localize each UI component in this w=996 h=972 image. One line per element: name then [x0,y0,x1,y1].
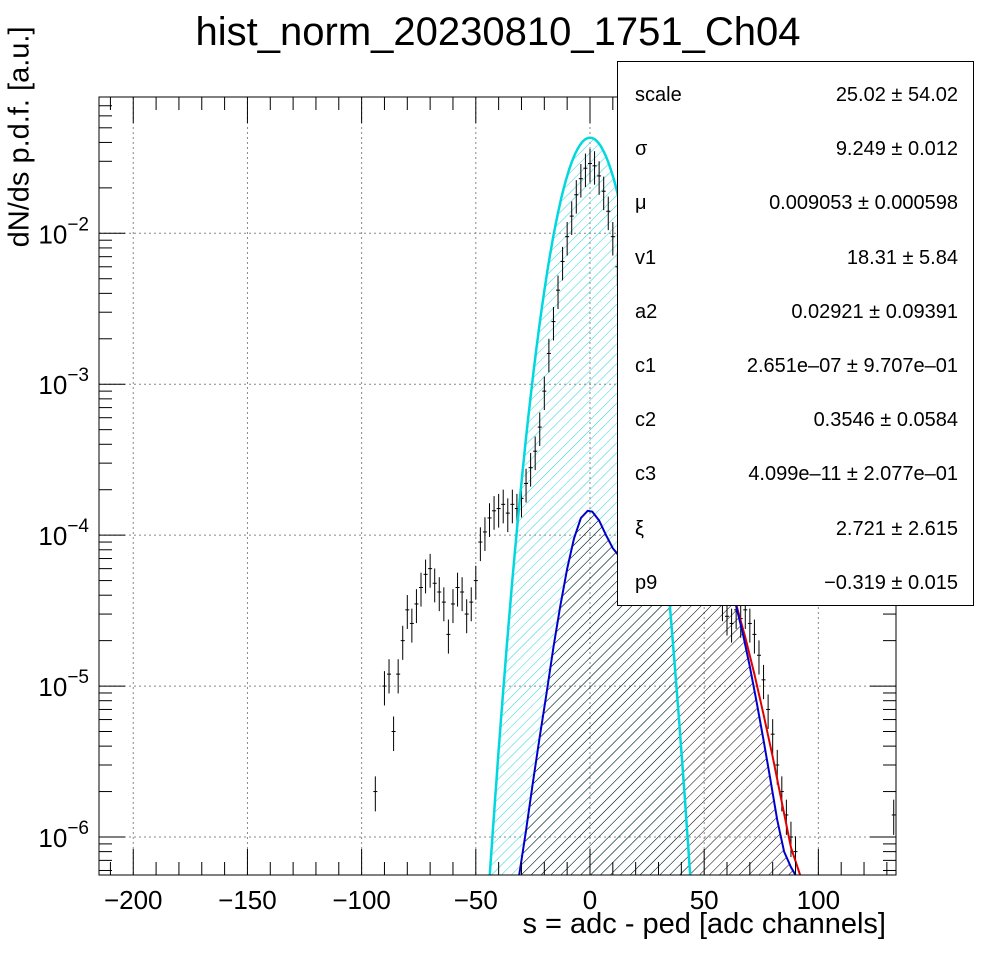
y-tick-label: 10−5 [38,667,89,702]
stats-param-name: p9 [635,571,658,594]
stats-param-name: c2 [635,409,657,432]
stats-row: c1 2.651e–07 ± 9.707e–01 [618,349,975,389]
stats-param-name: ξ [635,517,644,540]
stats-row: σ 9.249 ± 0.012 [618,132,975,172]
stats-param-name: scale [635,84,682,106]
stats-param-name: c3 [635,463,657,486]
x-tick-label: −50 [454,885,498,915]
y-tick-label: 10−2 [38,214,89,249]
x-tick-label: −150 [218,885,277,915]
stats-row: c2 0.3546 ± 0.0584 [618,403,975,443]
stats-param-value: 25.02 ± 54.02 [835,84,958,106]
stats-row: a2 0.02921 ± 0.09391 [618,295,975,335]
y-tick-label: 10−4 [38,516,89,551]
stats-param-value: 2.721 ± 2.615 [835,517,958,540]
stats-param-name: c1 [635,355,657,377]
x-tick-label: −100 [332,885,391,915]
stats-param-value: 0.3546 ± 0.0584 [813,409,958,432]
x-tick-label: 100 [797,885,840,915]
stats-param-value: 18.31 ± 5.84 [846,246,958,269]
y-tick-label: 10−3 [38,365,89,400]
fit-stats-box: scale 25.02 ± 54.02 σ 9.249 ± 0.012 μ 0.00905… [617,61,974,606]
stats-param-value: 0.02921 ± 0.09391 [791,300,958,323]
chart-title: hist_norm_20230810_1751_Ch04 [195,10,801,54]
x-tick-label: 0 [583,885,597,915]
y-tick-label: 10−6 [38,818,89,853]
stats-param-value: 0.009053 ± 0.000598 [769,192,958,215]
stats-param-name: a2 [635,300,658,323]
x-tick-label: 50 [690,885,719,915]
stats-row: p9 −0.319 ± 0.015 [618,566,975,606]
stats-param-name: μ [635,192,647,215]
stats-param-value: 2.651e–07 ± 9.707e–01 [746,355,958,377]
stats-param-value: 9.249 ± 0.012 [835,138,958,161]
stats-row: ξ 2.721 ± 2.615 [618,512,975,552]
stats-param-value: 4.099e–11 ± 2.077e–01 [748,463,958,486]
stats-row: μ 0.009053 ± 0.000598 [618,186,975,226]
stats-row: c3 4.099e–11 ± 2.077e–01 [618,457,975,497]
stats-row: scale 25.02 ± 54.02 [618,78,975,118]
stats-param-value: −0.319 ± 0.015 [824,571,958,594]
y-axis-label: dN/ds p.d.f. [a.u.] [3,26,36,248]
stats-param-name: v1 [635,246,657,269]
stats-param-name: σ [635,138,648,161]
x-axis-label: s = adc - ped [adc channels] [522,908,886,940]
stats-row: v1 18.31 ± 5.84 [618,241,975,281]
x-tick-label: −200 [104,885,163,915]
